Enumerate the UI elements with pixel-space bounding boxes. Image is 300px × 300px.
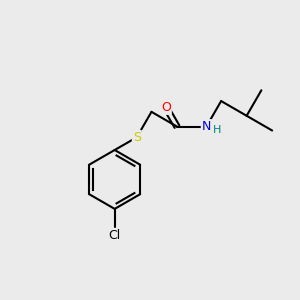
Text: S: S (133, 131, 141, 144)
Text: Cl: Cl (109, 230, 121, 242)
Text: N: N (202, 120, 211, 133)
Text: H: H (212, 124, 221, 134)
Text: O: O (161, 101, 171, 114)
